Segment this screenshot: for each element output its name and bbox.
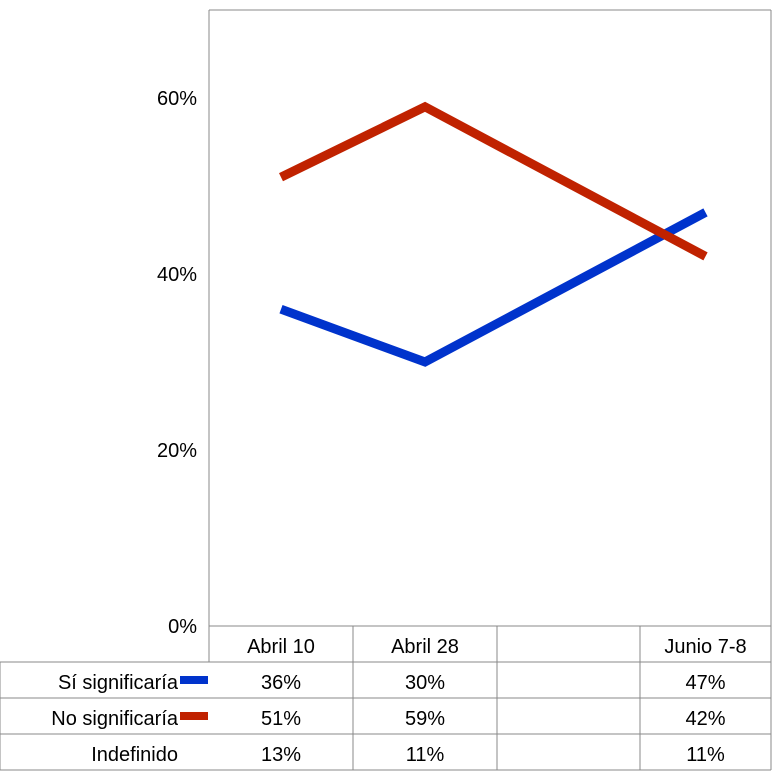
legend-label: No significaría (51, 708, 179, 730)
x-category-label: Abril 10 (247, 636, 315, 658)
series-lines (279, 101, 708, 367)
data-label: 11% (686, 744, 725, 766)
y-tick-label: 20% (157, 440, 197, 462)
data-table: Abril 10 Abril 28 Junio 7-8 Sí significaría… (0, 625, 771, 771)
series-line-si-significaria (279, 208, 708, 367)
data-label: 51% (261, 708, 301, 730)
x-category-label: Junio 7-8 (664, 636, 746, 658)
x-category-label: Abril 28 (391, 636, 459, 658)
data-label: 59% (405, 708, 445, 730)
axis-layer: 0% 20% 40% 60% (157, 9, 772, 770)
legend-swatch (180, 712, 208, 720)
y-tick-label: 40% (157, 264, 197, 286)
data-label: 11% (406, 744, 445, 766)
table-row-label: Indefinido (91, 744, 178, 766)
series-line-no-significaria (279, 101, 708, 261)
data-label: 30% (405, 672, 445, 694)
y-tick-label: 0% (168, 616, 197, 638)
legend-swatch (180, 676, 208, 684)
data-label: 13% (261, 744, 301, 766)
data-label: 42% (685, 708, 725, 730)
y-tick-label: 60% (157, 88, 197, 110)
legend-label: Sí significaría (58, 672, 179, 694)
data-label: 36% (261, 672, 301, 694)
data-label: 47% (685, 672, 725, 694)
